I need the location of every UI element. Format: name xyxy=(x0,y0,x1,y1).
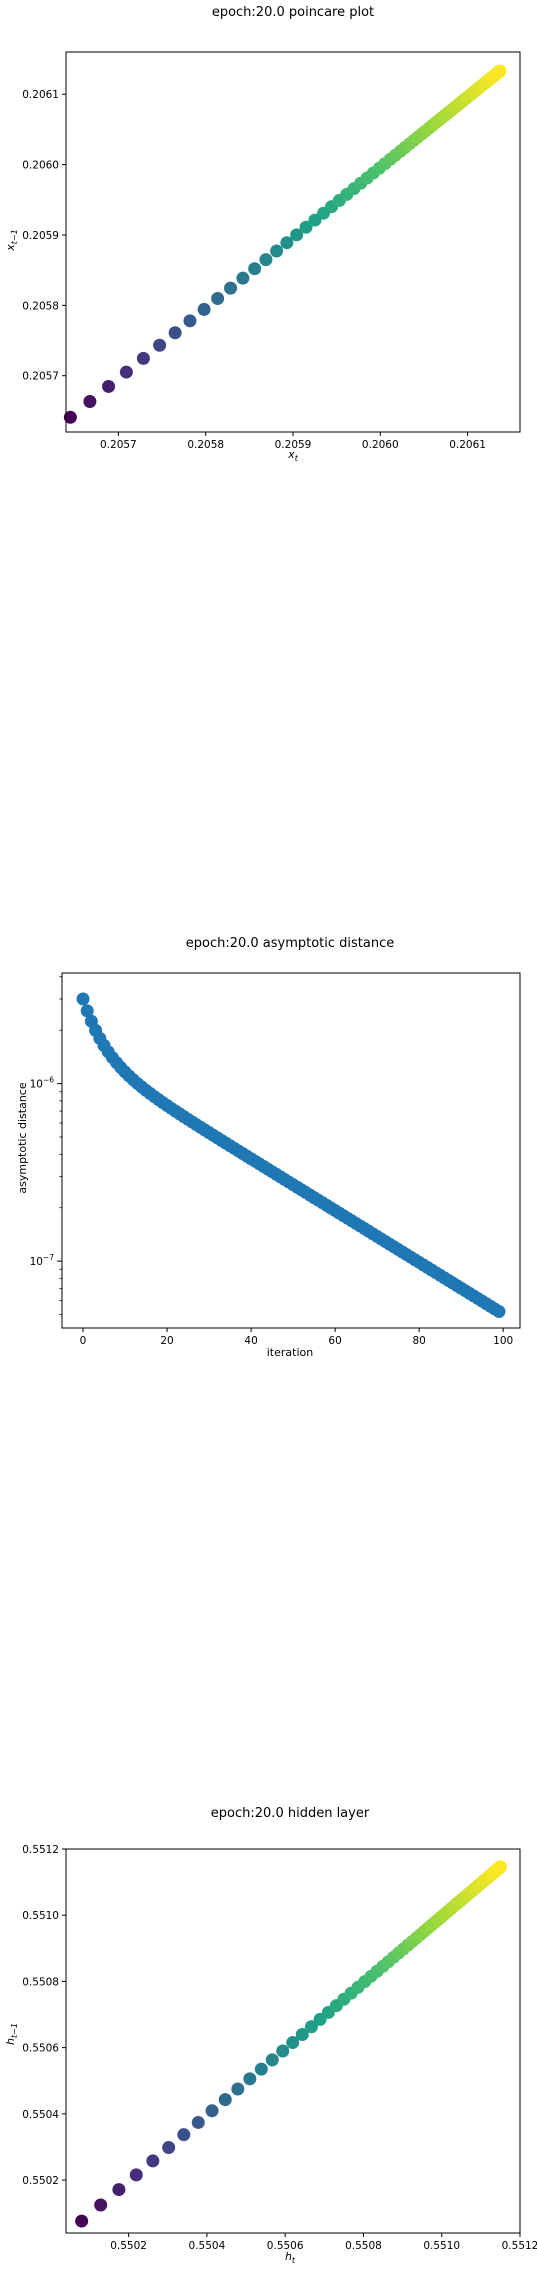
data-point xyxy=(218,2093,232,2107)
data-point xyxy=(76,992,90,1006)
y-tick-label: 0.5502 xyxy=(22,2175,59,2187)
data-point xyxy=(243,2072,257,2086)
y-tick-label: 0.2061 xyxy=(22,89,59,101)
x-tick-label: 80 xyxy=(412,1335,425,1347)
y-axis-label: xt−1 xyxy=(4,229,19,251)
y-tick-label: 0.5512 xyxy=(22,1844,59,1856)
data-points xyxy=(75,1860,507,2228)
x-tick-label: 0.5504 xyxy=(189,2240,226,2252)
data-point xyxy=(205,2104,219,2118)
poincare-plot-chart: epoch:20.0 poincare plot 0.2057 0.2058 0.2… xyxy=(4,5,521,463)
x-tick-label: 0 xyxy=(80,1335,87,1347)
x-tick-label: 60 xyxy=(328,1335,341,1347)
data-point xyxy=(129,2168,143,2182)
data-point xyxy=(254,2062,268,2076)
data-point xyxy=(290,228,304,242)
data-point xyxy=(304,2020,318,2034)
y-tick-label: 0.5510 xyxy=(22,1910,59,1922)
x-tick-label: 0.5508 xyxy=(345,2240,382,2252)
data-point xyxy=(83,394,97,408)
x-tick-label: 0.5502 xyxy=(110,2240,147,2252)
y-tick-label: 10−6 xyxy=(30,1076,55,1091)
data-point xyxy=(236,271,250,285)
plot-area: 0.2057 0.2058 0.2059 0.2060 0.2061 0.2057 0.20… xyxy=(22,51,521,451)
data-point xyxy=(112,2183,126,2197)
x-tick-label: 0.2058 xyxy=(187,439,224,451)
y-tick-label: 10−7 xyxy=(30,1253,55,1268)
chart-title: epoch:20.0 asymptotic distance xyxy=(186,936,395,951)
chart-title: epoch:20.0 poincare plot xyxy=(212,5,374,20)
x-tick-label: 40 xyxy=(244,1335,257,1347)
data-point xyxy=(75,2214,89,2228)
y-tick-label: 0.2058 xyxy=(22,300,59,312)
data-point xyxy=(286,2036,300,2050)
x-tick-label: 0.2057 xyxy=(100,439,137,451)
data-point xyxy=(63,410,77,424)
x-tick-label: 100 xyxy=(493,1335,513,1347)
data-point xyxy=(493,1860,507,1874)
y-tick-label: 0.2060 xyxy=(22,160,59,172)
data-point xyxy=(211,292,225,306)
data-point xyxy=(168,326,182,340)
x-tick-label: 0.2060 xyxy=(362,439,399,451)
x-axis-label: ht xyxy=(285,2250,296,2265)
chart-title: epoch:20.0 hidden layer xyxy=(211,1806,370,1821)
data-point xyxy=(299,220,313,234)
axes-frame xyxy=(61,972,521,1329)
data-point xyxy=(231,2082,245,2096)
data-point xyxy=(248,262,262,276)
data-point xyxy=(136,351,150,365)
y-axis-label: asymptotic distance xyxy=(16,1082,29,1193)
x-tick-label: 0.2059 xyxy=(275,439,312,451)
data-point xyxy=(153,338,167,352)
data-point xyxy=(492,1305,506,1319)
data-point xyxy=(191,2115,205,2129)
y-axis-label: ht−1 xyxy=(4,2023,19,2045)
axes-frame xyxy=(65,1848,521,2234)
y-tick-label: 0.5508 xyxy=(22,1976,59,1988)
x-axis-label: iteration xyxy=(267,1346,313,1359)
data-point xyxy=(280,236,294,250)
y-tick-label: 0.5504 xyxy=(22,2109,59,2121)
x-tick-label: 0.5512 xyxy=(502,2240,537,2252)
data-point xyxy=(80,1004,94,1018)
hidden-layer-chart: epoch:20.0 hidden layer 0.5502 0.5504 0.55… xyxy=(4,1806,537,2265)
y-tick-label: 0.2057 xyxy=(22,371,59,383)
data-points xyxy=(63,64,507,424)
data-point xyxy=(270,244,284,258)
asymptotic-distance-chart: epoch:20.0 asymptotic distance 0 20 40 60 80… xyxy=(16,936,521,1359)
data-points xyxy=(76,992,506,1319)
data-point xyxy=(197,302,211,316)
data-point xyxy=(119,365,133,379)
data-point xyxy=(94,2198,108,2212)
data-point xyxy=(259,253,273,267)
x-tick-label: 0.2061 xyxy=(449,439,486,451)
x-tick-label: 0.5506 xyxy=(267,2240,304,2252)
plot-area: 0 20 40 60 80 100 10−6 10−7 xyxy=(30,972,521,1347)
data-point xyxy=(224,281,238,295)
data-point xyxy=(146,2154,160,2168)
y-tick-label: 0.5506 xyxy=(22,2043,59,2055)
x-tick-label: 0.5510 xyxy=(423,2240,460,2252)
plot-area: 0.5502 0.5504 0.5506 0.5508 0.5510 0.5512 0.55… xyxy=(22,1844,537,2252)
data-point xyxy=(102,379,116,393)
data-point xyxy=(183,314,197,328)
data-point xyxy=(265,2053,279,2067)
x-axis-label: xt xyxy=(287,448,299,463)
data-point xyxy=(295,2027,309,2041)
data-point xyxy=(177,2128,191,2142)
x-tick-label: 20 xyxy=(160,1335,173,1347)
y-tick-label: 0.2059 xyxy=(22,230,59,242)
data-point xyxy=(162,2140,176,2154)
data-point xyxy=(493,64,507,78)
data-point xyxy=(276,2044,290,2058)
